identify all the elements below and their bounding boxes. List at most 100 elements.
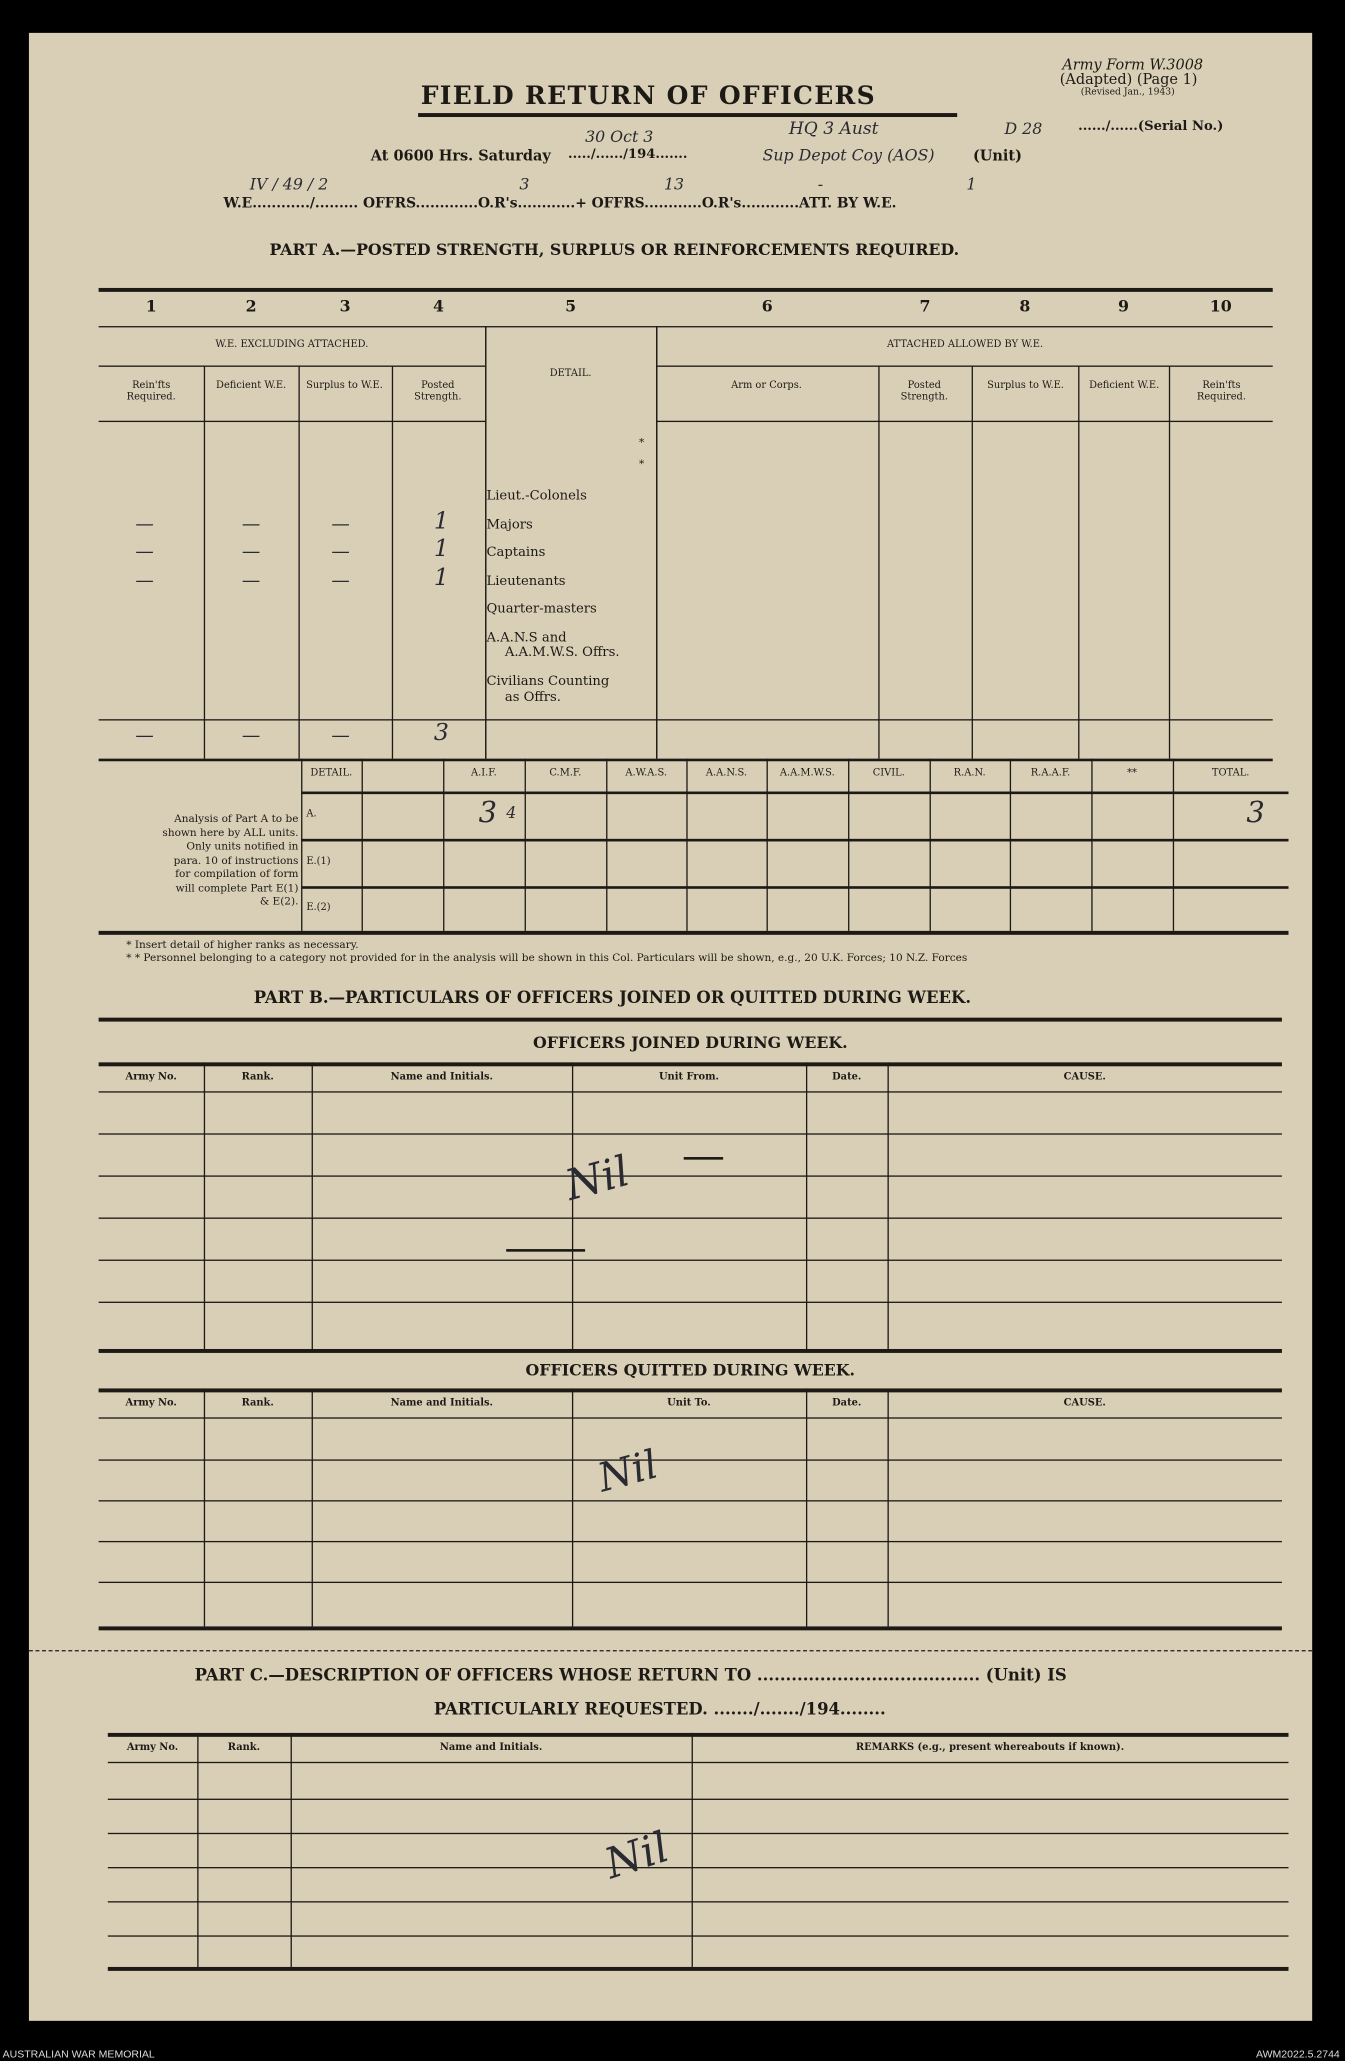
analysis-header: R.A.N. <box>953 766 986 779</box>
joined-table-bottom-rule <box>98 1348 1282 1353</box>
joined-table-top-rule <box>98 1062 1282 1067</box>
column-divider <box>887 1062 889 1349</box>
part-c-table-top-rule <box>107 1732 1289 1737</box>
row-line <box>107 1867 1289 1869</box>
column-divider <box>571 1388 574 1627</box>
serial-label: ....../......(Serial No.) <box>1078 119 1224 135</box>
column-divider <box>443 758 445 931</box>
entry-dash: — <box>331 725 350 747</box>
column-divider <box>805 1388 808 1627</box>
column-divider <box>290 1732 292 1967</box>
analysis-header: CIVIL. <box>872 766 905 779</box>
analysis-note: Only units notified in <box>186 840 299 852</box>
column-header: Unit To. <box>667 1396 711 1409</box>
entry-dash: — <box>241 514 261 536</box>
offrs-handwritten: 3 <box>519 174 530 194</box>
part-c-title: PART C.—DESCRIPTION OF OFFICERS WHOSE RE… <box>194 1664 1067 1685</box>
row-line <box>107 1901 1289 1903</box>
form-paper <box>28 32 1313 2021</box>
column-divider <box>691 1732 693 1967</box>
column-number: 10 <box>1209 297 1232 316</box>
row-line <box>107 1832 1289 1835</box>
sub-header: Deficient W.E. <box>1089 378 1160 391</box>
rule-line <box>683 1157 724 1159</box>
column-divider <box>311 1388 313 1627</box>
group-we-excluding: W.E. EXCLUDING ATTACHED. <box>215 337 369 350</box>
sub-header: Rein'fts Required. <box>1196 378 1246 403</box>
analysis-row-label: E.(2) <box>306 900 331 913</box>
aif-mark-handwritten: 4 <box>506 803 517 822</box>
row-line <box>98 1301 1282 1303</box>
column-divider <box>1078 365 1080 759</box>
column-number: 8 <box>1019 297 1031 316</box>
footnote-2: * * Personnel belonging to a category no… <box>126 951 968 964</box>
rule-line <box>301 838 1289 842</box>
rule-line <box>98 1017 1282 1022</box>
column-header: Army No. <box>126 1740 179 1753</box>
entry-posted-strength: 1 <box>433 535 449 563</box>
part-a-title: PART A.—POSTED STRENGTH, SURPLUS OR REIN… <box>269 240 960 260</box>
ors-handwritten: 13 <box>663 174 685 194</box>
entry-posted-strength: 1 <box>433 507 449 536</box>
total-handwritten: 3 <box>1246 796 1265 830</box>
form-title: FIELD RETURN OF OFFICERS <box>420 81 876 111</box>
column-header: Army No. <box>125 1396 177 1409</box>
column-divider <box>848 758 850 931</box>
entry-dash: — <box>135 725 154 747</box>
part-a-top-rule <box>98 287 1273 292</box>
entry-posted-strength: 3 <box>433 719 449 747</box>
sub-header: Posted Strength. <box>900 378 948 403</box>
entry-dash: — <box>331 570 350 592</box>
sub-header: Rein'fts Required. <box>126 378 176 403</box>
aif-handwritten: 3 <box>478 796 497 830</box>
rank-label: Lieut.-Colonels <box>486 489 587 504</box>
att-offrs-handwritten: - <box>817 174 824 194</box>
entry-dash: — <box>241 541 261 563</box>
entry-dash: — <box>331 514 350 536</box>
rule-line <box>301 886 1289 889</box>
column-divider <box>391 365 394 759</box>
column-header: CAUSE. <box>1063 1396 1106 1409</box>
column-divider <box>203 1062 206 1349</box>
row-line <box>98 1259 1282 1261</box>
column-divider <box>971 365 973 759</box>
column-divider <box>524 758 526 931</box>
row-line <box>107 1935 1289 1937</box>
row-line <box>98 1175 1282 1177</box>
column-header: Name and Initials. <box>390 1070 493 1083</box>
column-number: 2 <box>245 297 257 316</box>
analysis-bottom-rule <box>98 930 1289 935</box>
column-divider <box>606 758 608 931</box>
entry-dash: — <box>135 514 154 536</box>
column-divider <box>203 365 206 759</box>
unit-handwritten-2: Sup Depot Coy (AOS) <box>762 145 935 165</box>
analysis-header: ** <box>1127 766 1137 779</box>
row-line <box>98 1217 1282 1219</box>
rule-line <box>98 365 486 367</box>
column-header: Name and Initials. <box>439 1740 543 1753</box>
form-adapted: (Adapted) (Page 1) <box>1059 70 1198 89</box>
sub-header: Surplus to W.E. <box>306 378 383 391</box>
rule-line <box>301 758 303 931</box>
unit-label: (Unit) <box>972 147 1022 165</box>
analysis-note: & E(2). <box>259 895 299 908</box>
sub-header: Surplus to W.E. <box>987 378 1064 391</box>
row-line <box>98 1459 1282 1461</box>
analysis-row-label: E.(1) <box>306 854 331 867</box>
column-divider <box>1168 365 1171 759</box>
analysis-note: for compilation of form <box>175 867 299 880</box>
column-number: 9 <box>1118 297 1129 316</box>
rule-line <box>301 791 1289 795</box>
entry-dash: — <box>135 570 154 592</box>
column-header: Rank. <box>241 1396 274 1409</box>
entry-posted-strength: 1 <box>433 564 449 592</box>
column-divider <box>686 758 688 931</box>
analysis-header: TOTAL. <box>1211 766 1250 779</box>
column-divider <box>1091 758 1093 931</box>
column-divider <box>311 1062 313 1349</box>
column-number: 3 <box>339 297 351 316</box>
unit-handwritten-1: HQ 3 Aust <box>788 119 879 140</box>
column-divider <box>1009 758 1012 931</box>
cut-line <box>28 1650 1313 1652</box>
